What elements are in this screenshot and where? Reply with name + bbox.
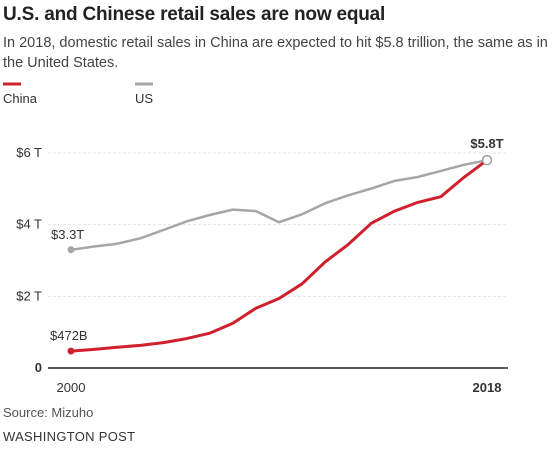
y-tick-label: $4 T [16,217,42,232]
y-tick-label: $2 T [16,288,42,303]
x-tick-label: 2018 [473,380,502,395]
series-line-us [69,158,489,252]
us-start-label: $3.3T [51,227,84,242]
end-value-label: $5.8T [470,136,503,151]
source-note: Source: Mizuho [3,405,94,420]
end-point-marker [481,154,493,166]
china-start-point [67,347,75,355]
x-tick-label: 2000 [57,380,86,395]
publisher-credit: WASHINGTON POST [3,429,136,444]
us-start-point [67,246,75,254]
legend-label-us: US [135,91,153,106]
chart-title: U.S. and Chinese retail sales are now eq… [3,4,386,25]
legend-label-china: China [3,91,38,106]
china-start-label: $472B [50,328,88,343]
y-tick-label: $6 T [16,145,42,160]
series-line-china [69,158,489,353]
chart-subtitle: In 2018, domestic retail sales in China … [3,35,548,71]
y-tick-label: 0 [35,360,42,375]
